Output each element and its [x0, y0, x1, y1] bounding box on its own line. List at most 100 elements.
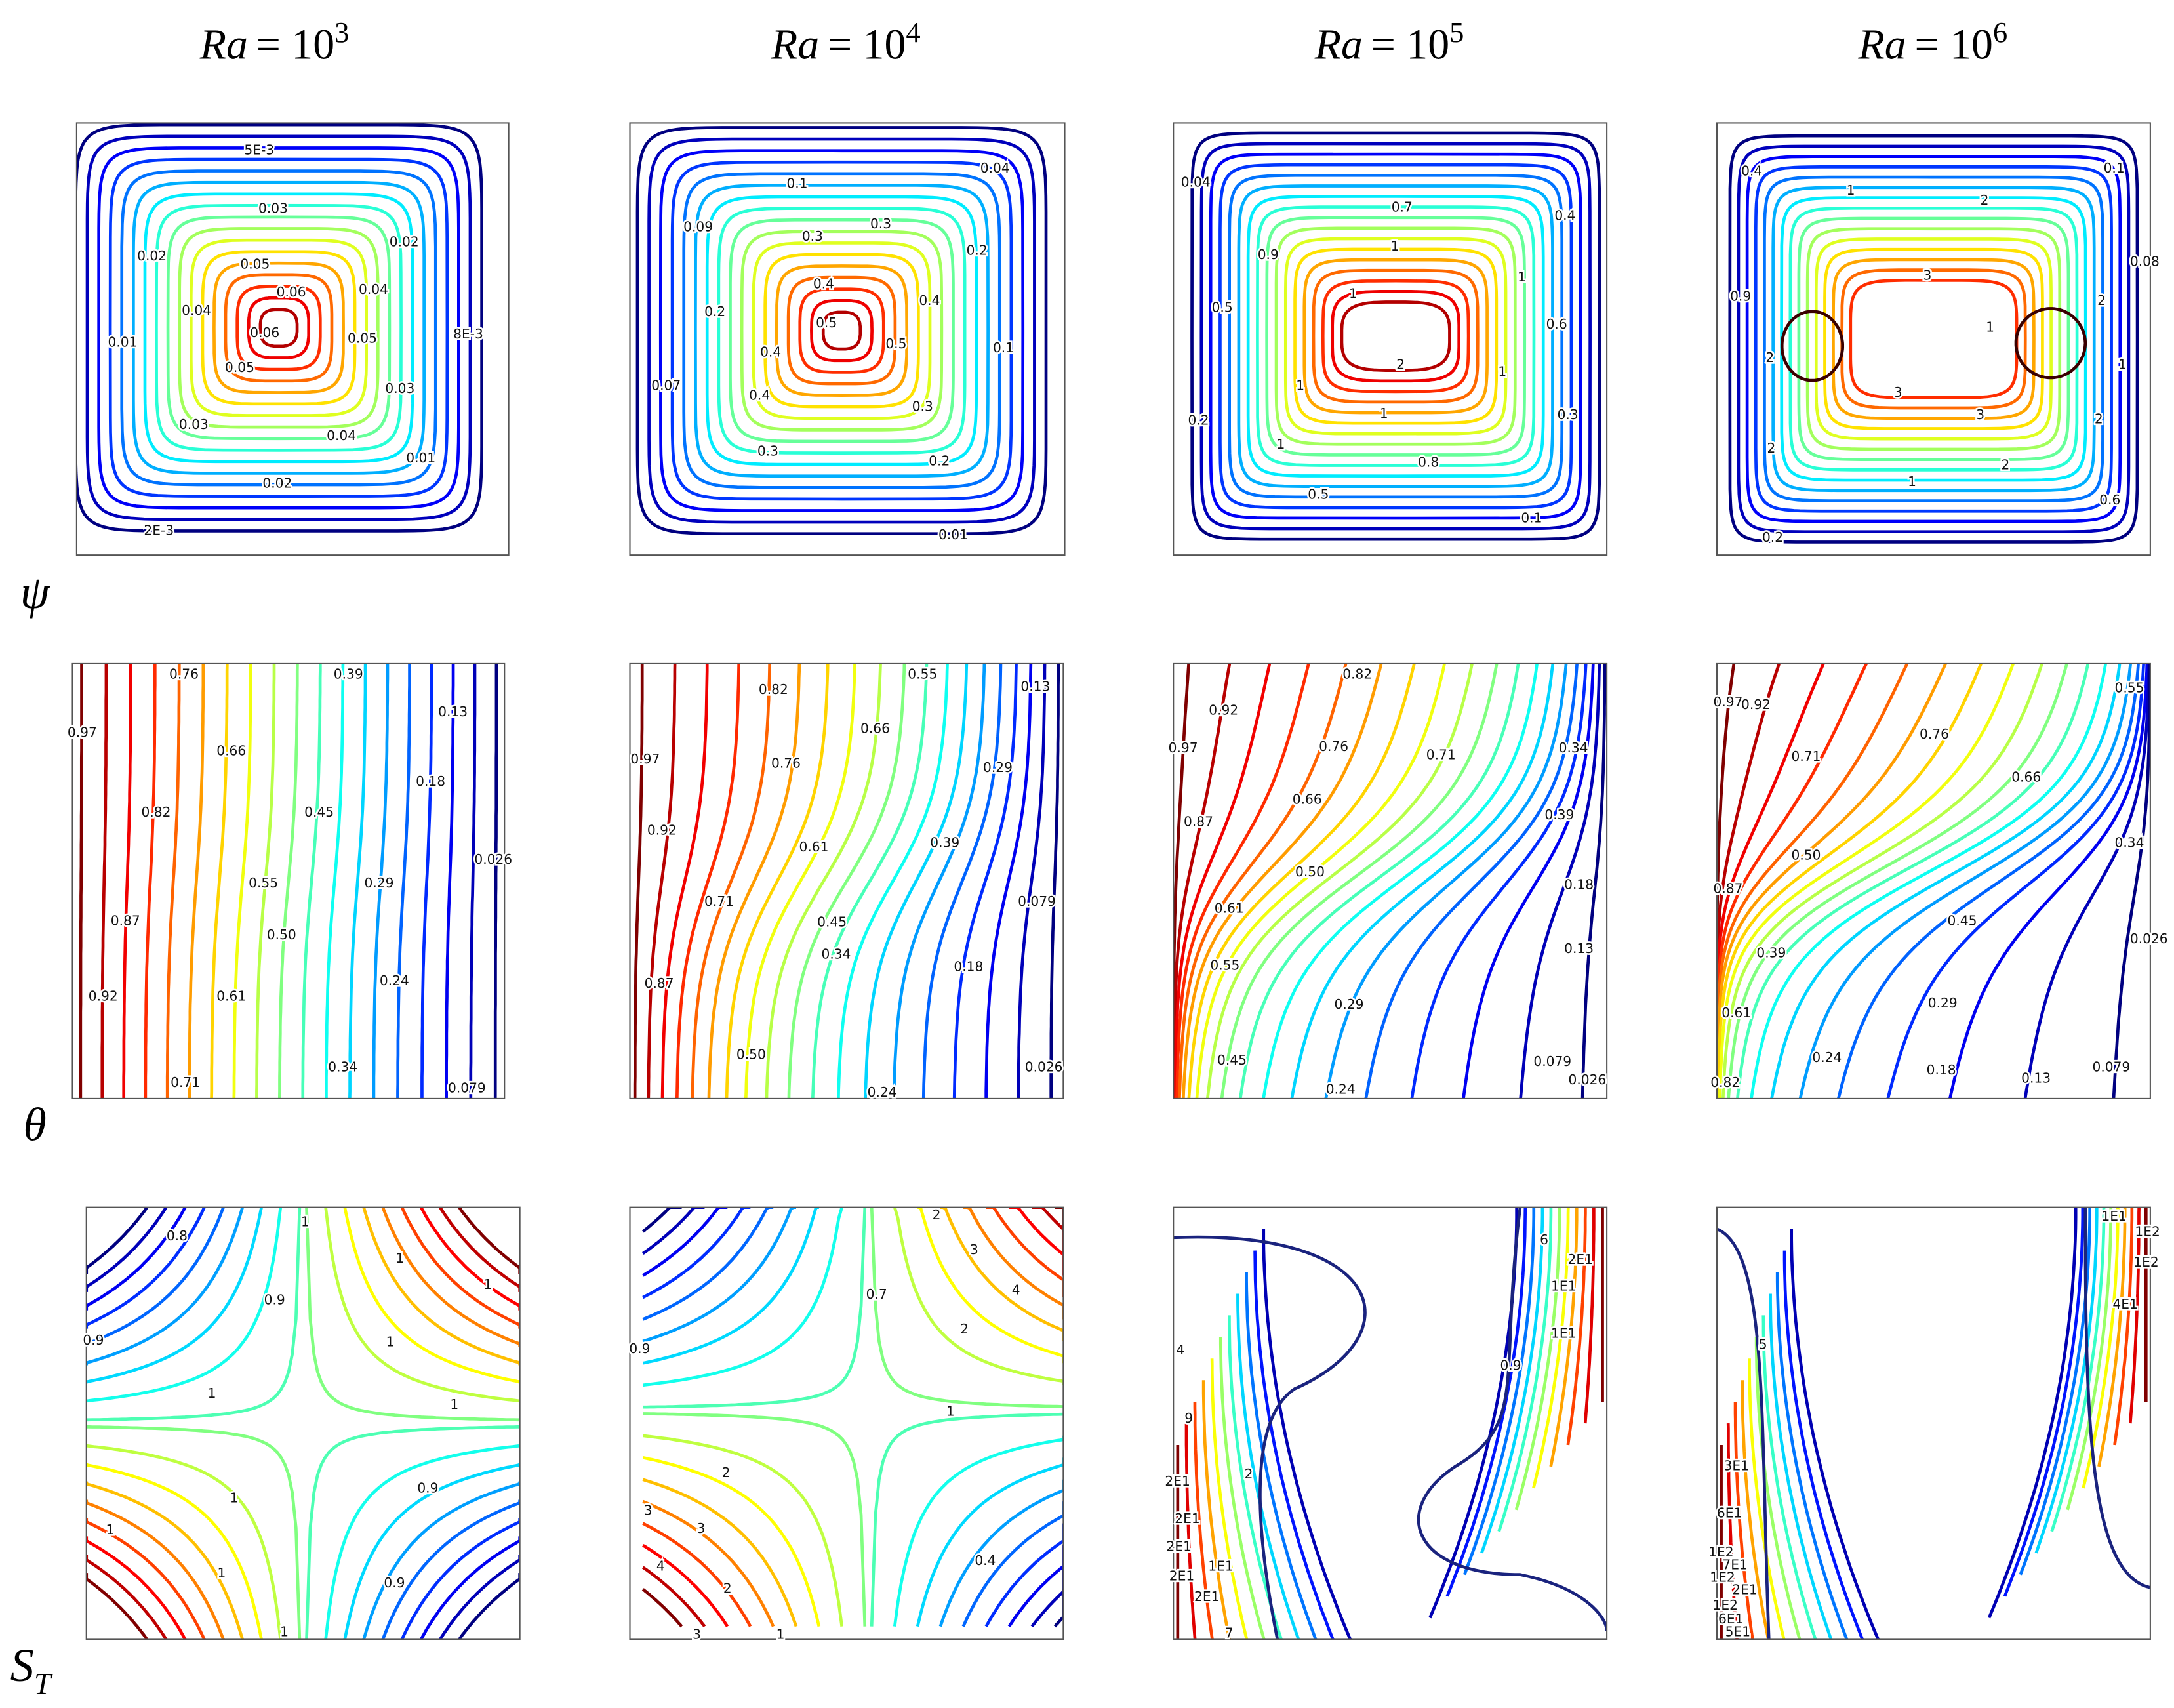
- contour-line: [938, 1479, 1064, 1627]
- contour-line: [1717, 663, 1983, 1099]
- contour-line: [97, 146, 460, 510]
- contour-line: [1717, 1227, 1771, 1640]
- contour-line: [660, 663, 709, 1099]
- contour-line: [682, 172, 1001, 489]
- contour-panel: [1728, 134, 2139, 544]
- contour-line: [381, 1499, 520, 1640]
- contour-line: [100, 663, 108, 1099]
- contour-line: [725, 663, 830, 1099]
- header-variable: Ra: [1314, 21, 1363, 69]
- contour-line: [1566, 1207, 1587, 1446]
- contour-line: [642, 1207, 819, 1365]
- contour-label: 1E2: [1713, 1597, 1738, 1613]
- header-exponent: 5: [1449, 16, 1464, 49]
- contour-label: 3: [696, 1520, 705, 1536]
- contour-label: 3: [1976, 407, 1984, 422]
- contour-line: [1238, 663, 1520, 1099]
- contour-line: [362, 1207, 520, 1366]
- contour-line: [775, 264, 909, 397]
- contour-label: 0.45: [1217, 1052, 1247, 1068]
- contour-label: 0.2: [1188, 413, 1209, 428]
- contour-label: 3: [1894, 384, 1902, 400]
- contour-line: [810, 299, 874, 363]
- panel-frame: [71, 662, 506, 1099]
- contour-label: 1: [1276, 436, 1285, 452]
- contour-label: 0.04: [182, 302, 211, 318]
- contour-line: [744, 663, 856, 1099]
- contour-line: [1324, 663, 1568, 1099]
- contour-label: 0.66: [2011, 769, 2041, 785]
- contour-label: 0.24: [1326, 1082, 1356, 1097]
- contour-line: [86, 1207, 187, 1311]
- contour-line: [643, 1207, 867, 1409]
- contour-line: [1283, 237, 1508, 436]
- contour-line: [633, 663, 644, 1099]
- contour-line: [212, 261, 345, 394]
- contour-label: 0.01: [938, 527, 968, 542]
- contour-label: 1: [395, 1250, 404, 1266]
- contour-label: 0.13: [2021, 1070, 2051, 1086]
- contour-line: [86, 1463, 263, 1640]
- contour-label: 0.87: [645, 975, 674, 991]
- contour-line: [642, 1434, 844, 1627]
- contour-line: [1175, 663, 1310, 1099]
- contour-label: 2E1: [1165, 1473, 1190, 1489]
- contour-label: 0.92: [89, 988, 118, 1004]
- contour-line: [707, 663, 801, 1099]
- contour-label: 2: [933, 1207, 941, 1223]
- contour-label: 0.03: [385, 380, 414, 396]
- contour-line: [1199, 142, 1592, 531]
- contour-line: [2014, 307, 2087, 380]
- contour-label: 2: [2097, 293, 2106, 308]
- contour-line: [1840, 268, 2027, 410]
- contour-line: [961, 1501, 1064, 1627]
- contour-line: [916, 1457, 1064, 1627]
- contour-line: [1049, 663, 1060, 1099]
- contour-line: [1218, 1337, 1266, 1640]
- contour-line: [305, 1425, 520, 1640]
- contour-line: [984, 1523, 1064, 1627]
- contour-line: [1733, 1402, 1754, 1640]
- contour-line: [86, 1207, 283, 1403]
- row-symbol: θ: [23, 1099, 47, 1151]
- contour-line: [122, 663, 132, 1099]
- contour-label: 1: [280, 1623, 289, 1639]
- contour-line: [763, 253, 920, 409]
- contour-line: [1780, 196, 2087, 482]
- contour-label: 0.5: [1212, 300, 1233, 315]
- contour-line: [1228, 1315, 1283, 1640]
- contour-line: [837, 663, 949, 1099]
- contour-line: [343, 1207, 520, 1384]
- contour-label: 0.45: [1948, 913, 1977, 929]
- contour-label: 2: [2001, 457, 2009, 473]
- contour-label: 0.55: [249, 875, 278, 891]
- contour-label: 0.34: [822, 946, 851, 962]
- contour-label: 0.05: [348, 330, 377, 346]
- contour-line: [86, 1536, 187, 1640]
- contour-label: 0.026: [1025, 1059, 1063, 1075]
- contour-label: 0.01: [108, 335, 138, 350]
- contour-label: 0.5: [1308, 486, 1329, 502]
- contour-label: 1: [1498, 363, 1506, 379]
- contour-label: 0.2: [1762, 529, 1783, 545]
- contour-line: [1173, 663, 1272, 1099]
- contour-line: [893, 1207, 1064, 1385]
- contour-line: [717, 207, 967, 455]
- contour-line: [1364, 663, 1579, 1099]
- panel-frame: [75, 122, 510, 556]
- contour-label: 0.71: [171, 1074, 200, 1090]
- contour-line: [670, 160, 1013, 501]
- contour-line: [224, 273, 334, 383]
- panel-frame: [1173, 1206, 1608, 1640]
- contour-line: [1514, 1207, 1561, 1511]
- contour-line: [1780, 310, 1845, 382]
- contour-label: 0.24: [868, 1084, 897, 1100]
- contour-line: [1331, 290, 1460, 383]
- contour-line: [1055, 1207, 1064, 1232]
- contour-label: 1: [1986, 319, 1994, 335]
- contour-label: 0.1: [2104, 160, 2125, 176]
- contour-label: 0.82: [759, 681, 788, 697]
- contour-line: [643, 1412, 867, 1627]
- contour-label: 0.02: [137, 248, 167, 264]
- contour-label: 0.8: [167, 1228, 188, 1244]
